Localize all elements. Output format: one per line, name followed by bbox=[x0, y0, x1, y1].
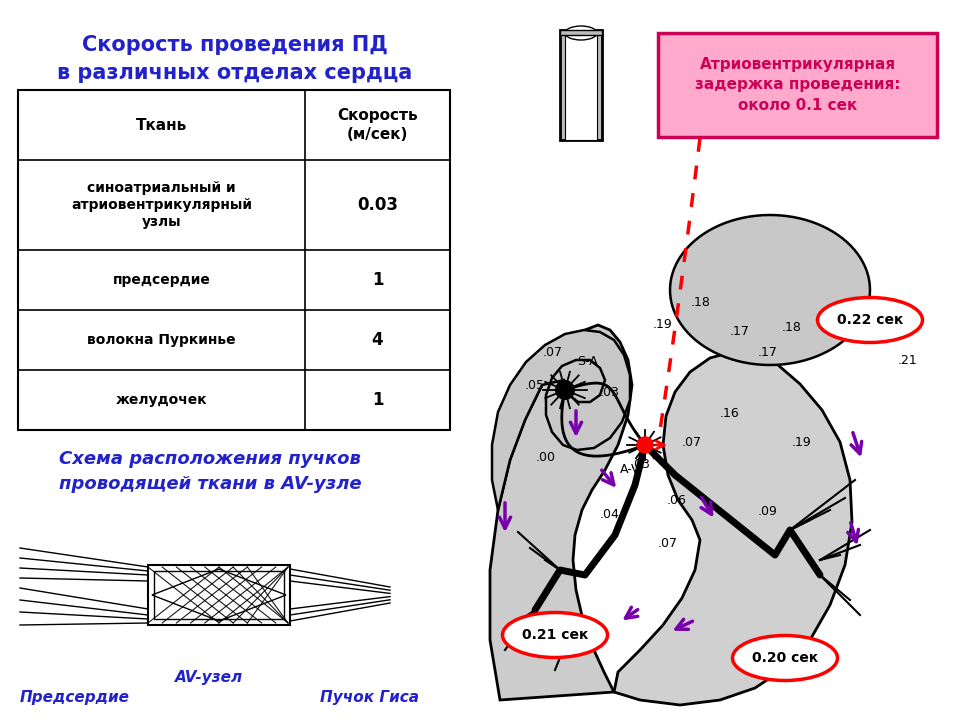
Text: синоатриальный и
атриовентрикулярный
узлы: синоатриальный и атриовентрикулярный узл… bbox=[71, 181, 252, 229]
Text: 0.03: 0.03 bbox=[357, 196, 398, 214]
Text: Скорость
(м/сек): Скорость (м/сек) bbox=[337, 108, 418, 142]
Ellipse shape bbox=[502, 613, 608, 657]
Text: .07: .07 bbox=[682, 436, 701, 449]
Text: желудочек: желудочек bbox=[116, 393, 207, 407]
Text: .04: .04 bbox=[600, 508, 619, 521]
FancyBboxPatch shape bbox=[658, 33, 937, 137]
Text: .18: .18 bbox=[691, 296, 710, 309]
Text: Атриовентрикулярная
задержка проведения:
около 0.1 сек: Атриовентрикулярная задержка проведения:… bbox=[695, 56, 900, 114]
Text: .03: .03 bbox=[631, 458, 650, 471]
Text: 0.22 сек: 0.22 сек bbox=[837, 313, 903, 327]
Text: 4: 4 bbox=[372, 331, 383, 349]
Text: .06: .06 bbox=[667, 494, 686, 507]
Text: .19: .19 bbox=[792, 436, 811, 449]
Text: волокна Пуркинье: волокна Пуркинье bbox=[87, 333, 236, 347]
Text: .17: .17 bbox=[730, 325, 749, 338]
Ellipse shape bbox=[565, 26, 597, 40]
Text: AV-узел: AV-узел bbox=[175, 670, 243, 685]
Text: S-A: S-A bbox=[577, 355, 598, 368]
Bar bbox=[565, 33, 597, 140]
Text: .19: .19 bbox=[653, 318, 672, 330]
Text: Скорость проведения ПД
в различных отделах сердца: Скорость проведения ПД в различных отдел… bbox=[58, 35, 413, 83]
Text: Схема расположения пучков
проводящей ткани в AV-узле: Схема расположения пучков проводящей тка… bbox=[59, 450, 361, 493]
Text: .00: .00 bbox=[536, 451, 555, 464]
Text: .21: .21 bbox=[898, 354, 917, 366]
Text: .07: .07 bbox=[543, 346, 563, 359]
Ellipse shape bbox=[818, 297, 923, 343]
Text: Пучок Гиса: Пучок Гиса bbox=[321, 690, 420, 705]
Ellipse shape bbox=[732, 636, 837, 680]
Circle shape bbox=[555, 380, 575, 400]
Text: Предсердие: Предсердие bbox=[20, 690, 130, 705]
Polygon shape bbox=[614, 352, 852, 705]
Text: 0.21 сек: 0.21 сек bbox=[522, 628, 588, 642]
Text: 0.20 сек: 0.20 сек bbox=[752, 651, 818, 665]
Polygon shape bbox=[490, 325, 632, 700]
Bar bbox=[560, 30, 602, 140]
Circle shape bbox=[637, 437, 653, 453]
Text: .17: .17 bbox=[758, 346, 778, 359]
Text: .16: .16 bbox=[720, 408, 739, 420]
Bar bbox=[18, 90, 450, 430]
Text: .09: .09 bbox=[758, 505, 778, 518]
Bar bbox=[154, 571, 284, 619]
Polygon shape bbox=[492, 330, 630, 510]
Text: предсердие: предсердие bbox=[112, 273, 210, 287]
Text: .03: .03 bbox=[600, 386, 619, 399]
Bar bbox=[148, 565, 290, 625]
Bar bbox=[560, 30, 602, 35]
Text: .07: .07 bbox=[658, 537, 677, 550]
Polygon shape bbox=[670, 215, 870, 365]
Text: 1: 1 bbox=[372, 271, 383, 289]
Text: Ткань: Ткань bbox=[136, 117, 187, 132]
Text: .05: .05 bbox=[525, 379, 544, 392]
Text: 1: 1 bbox=[372, 391, 383, 409]
Text: A-V: A-V bbox=[620, 463, 640, 476]
Text: .18: .18 bbox=[782, 321, 802, 334]
